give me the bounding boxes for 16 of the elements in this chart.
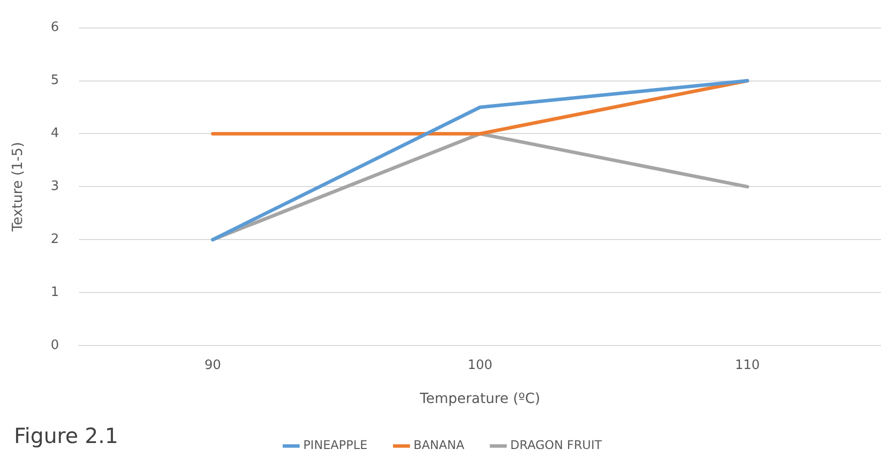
y-tick-label: 2 — [50, 232, 60, 248]
legend-label: DRAGON FRUIT — [510, 438, 602, 452]
legend-label: PINEAPPLE — [303, 438, 368, 452]
x-tick-label: 110 — [734, 358, 760, 373]
y-tick-label: 5 — [50, 73, 60, 88]
y-tick-label: 3 — [50, 179, 60, 194]
y-axis-title: Texture (1-5) — [10, 142, 26, 232]
legend-label: BANANA — [413, 438, 466, 452]
y-tick-label: 1 — [50, 285, 60, 300]
x-tick-label: 90 — [204, 358, 221, 373]
y-tick-label: 4 — [50, 126, 60, 142]
y-tick-label: 0 — [50, 338, 60, 353]
y-tick-label: 6 — [50, 20, 60, 36]
caption: Figure 2.1 — [14, 424, 118, 448]
x-tick-label: 100 — [468, 358, 492, 373]
x-axis-title: Temperature (ºC) — [418, 391, 540, 408]
